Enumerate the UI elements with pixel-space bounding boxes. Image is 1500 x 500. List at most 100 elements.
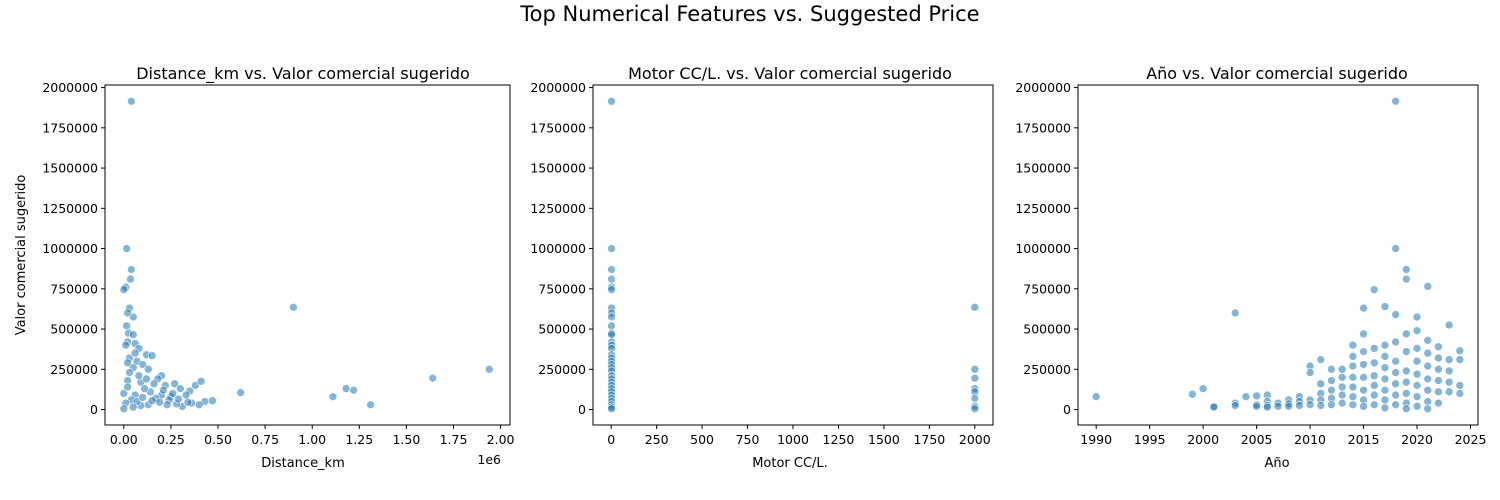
scatter-point (134, 371, 144, 381)
x-tick-label: 0.50 (204, 432, 232, 447)
scatter-point (138, 393, 148, 402)
plot-frame (104, 84, 511, 426)
y-tick-label: 250000 (50, 362, 98, 377)
scatter-point (1444, 355, 1454, 364)
scatter-point (1327, 385, 1336, 395)
panel-title: Distance_km vs. Valor comercial sugerido (136, 64, 470, 84)
scatter-point (1380, 302, 1390, 311)
scatter-point (607, 244, 616, 253)
scatter-point (607, 321, 616, 331)
scatter-point (328, 392, 338, 402)
y-tick-label: 1500000 (530, 161, 586, 176)
scatter-point (127, 265, 136, 274)
scatter-point (1230, 308, 1240, 318)
scatter-point (119, 389, 129, 398)
y-tick-label: 500000 (50, 322, 98, 337)
scatter-point (1401, 347, 1411, 356)
scatter-point (1209, 402, 1219, 412)
x-tick-label: 2010 (1294, 432, 1326, 447)
x-tick-label: 500 (690, 432, 714, 447)
scatter-point (1423, 361, 1433, 371)
scatter-point (1359, 385, 1368, 395)
scatter-point (1327, 376, 1336, 385)
scatter-point (1434, 376, 1443, 385)
scatter-point (1273, 401, 1283, 411)
scatter-point (1327, 364, 1336, 374)
scatter-point (143, 364, 153, 374)
scatter-point (1316, 355, 1326, 364)
x-tick-label: 2000 (959, 432, 991, 447)
points-layer (1091, 96, 1465, 414)
scatter-point (196, 377, 206, 386)
scatter-point (1284, 401, 1294, 411)
y-tick-label: 1750000 (530, 120, 586, 135)
scatter-point (162, 400, 172, 410)
tick-layer: 0.00 0.25 0.50 0.75 1.00 1.25 1.50 1.75 2.00 0 250… (42, 80, 514, 447)
scatter-point (1369, 371, 1379, 381)
scatter-point (970, 393, 980, 403)
scatter-point (119, 404, 129, 414)
scatter-point (138, 360, 148, 369)
x-tick-label: 1250 (823, 432, 855, 447)
x-tick-label: 1.25 (345, 432, 373, 447)
scatter-point (1444, 387, 1454, 397)
scatter-point (1359, 329, 1368, 339)
scatter-point (1455, 355, 1465, 364)
scatter-point (1348, 361, 1358, 371)
scatter-point (1412, 392, 1422, 402)
scatter-point (1391, 337, 1400, 347)
scatter-point (1337, 398, 1347, 408)
figure-title: Top Numerical Features vs. Suggested Pri… (519, 2, 979, 26)
scatter-point (1434, 387, 1443, 397)
scatter-point (1380, 403, 1390, 413)
scatter-point (1391, 310, 1400, 319)
scatter-point (607, 404, 616, 414)
scatter-point (1359, 347, 1368, 356)
y-tick-label: 1750000 (42, 120, 98, 135)
x-tick-label: 1750 (913, 432, 945, 447)
scatter-point (1369, 381, 1379, 390)
scatter-point (119, 285, 129, 294)
y-tick-label: 1500000 (42, 161, 98, 176)
scatter-point (1252, 401, 1261, 411)
scatter-point (183, 397, 193, 407)
y-tick-label: 1000000 (530, 241, 586, 256)
y-tick-label: 1750000 (1015, 120, 1071, 135)
scatter-point (125, 368, 134, 377)
scatter-point (1444, 366, 1454, 376)
scatter-point (1295, 401, 1304, 410)
scatter-point (1359, 401, 1368, 411)
scatter-point (1348, 352, 1358, 361)
scatter-point (1401, 274, 1411, 284)
scatter-point (607, 265, 616, 274)
scatter-point (1401, 366, 1411, 376)
scatter-point (1391, 244, 1400, 253)
scatter-point (1348, 372, 1358, 382)
scatter-point (1369, 400, 1379, 410)
scatter-point (1369, 390, 1379, 400)
scatter-point (1188, 389, 1197, 399)
scatter-point (1337, 382, 1347, 392)
y-tick-label: 1000000 (42, 241, 98, 256)
x-tick-label: 0.00 (110, 432, 138, 447)
scatter-point (147, 351, 157, 360)
scatter-point (1423, 385, 1433, 395)
scatter-point (1380, 395, 1390, 405)
x-tick-label: 2.00 (487, 432, 515, 447)
scatter-point (1391, 368, 1400, 377)
y-tick-label: 2000000 (1015, 80, 1071, 95)
scatter-point (208, 396, 217, 406)
y-tick-label: 750000 (538, 281, 586, 296)
scatter-point (159, 385, 168, 395)
panel-distance-km: Distance_km vs. Valor comercial sugerido… (14, 64, 515, 471)
scatter-point (122, 244, 132, 253)
x-tick-label: 1.50 (392, 432, 420, 447)
panel-title: Motor CC/L. vs. Valor comercial sugerido (628, 64, 952, 83)
x-tick-label: 2000 (1187, 432, 1219, 447)
scatter-point (149, 379, 159, 389)
scatter-point (484, 364, 494, 374)
x-axis-label: Año (1264, 456, 1289, 471)
plot-frame (592, 84, 994, 426)
scatter-point (1380, 340, 1390, 350)
